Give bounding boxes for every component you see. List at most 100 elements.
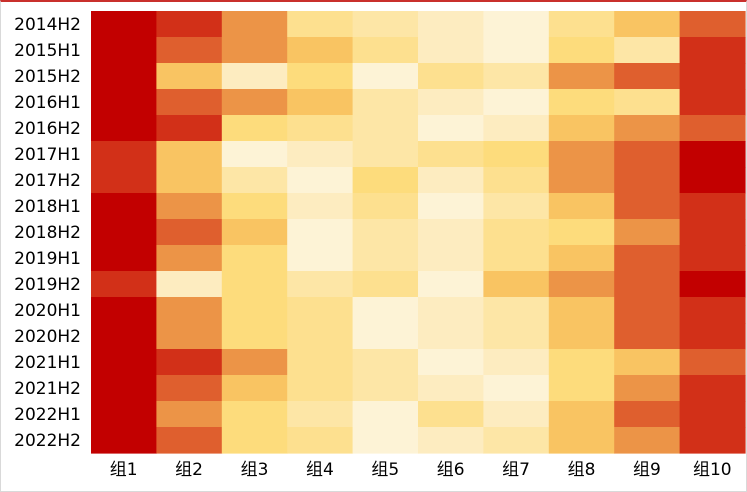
heatmap-cell (679, 63, 746, 90)
heatmap-cell (221, 37, 288, 64)
heatmap-cell (548, 349, 615, 376)
heatmap-cell (91, 167, 157, 194)
x-tick-label: 组4 (306, 460, 334, 480)
heatmap-cells (91, 11, 746, 454)
heatmap-cell (418, 37, 484, 64)
heatmap-cell (287, 219, 354, 246)
heatmap-cell (156, 89, 223, 116)
y-axis-labels: 2014H2 2015H1 2015H2 2016H1 2016H2 2017H1 2017… (14, 15, 81, 451)
heatmap-cell (548, 167, 615, 194)
heatmap-cell (548, 271, 615, 298)
heatmap-cell (679, 271, 746, 298)
heatmap-cell (156, 401, 223, 428)
heatmap-cell (352, 401, 419, 428)
heatmap-cell (156, 375, 223, 402)
heatmap-cell (287, 349, 354, 376)
heatmap-cell (679, 219, 746, 246)
heatmap-cell (614, 245, 681, 272)
heatmap-cell (221, 375, 288, 402)
heatmap-cell (614, 11, 681, 38)
heatmap-cell (221, 245, 288, 272)
heatmap-cell (483, 427, 550, 454)
heatmap-cell (221, 167, 288, 194)
y-tick-label: 2020H1 (14, 301, 81, 321)
heatmap-cell (156, 11, 223, 38)
heatmap-cell (352, 167, 419, 194)
heatmap-cell (156, 141, 223, 168)
heatmap-cell (287, 297, 354, 324)
heatmap-cell (548, 89, 615, 116)
heatmap-cell (483, 349, 550, 376)
heatmap-cell (679, 115, 746, 142)
y-tick-label: 2022H2 (14, 431, 81, 451)
heatmap-cell (352, 349, 419, 376)
heatmap-cell (352, 141, 419, 168)
heatmap-cell (483, 115, 550, 142)
heatmap-cell (614, 323, 681, 350)
x-tick-label: 组7 (502, 460, 530, 480)
heatmap-cell (614, 271, 681, 298)
heatmap-cell (548, 245, 615, 272)
heatmap-cell (418, 11, 484, 38)
heatmap-cell (614, 37, 681, 64)
heatmap-cell (91, 375, 157, 402)
heatmap-cell (91, 401, 157, 428)
heatmap-cell (679, 245, 746, 272)
heatmap-cell (548, 219, 615, 246)
y-tick-label: 2020H2 (14, 327, 81, 347)
heatmap-cell (287, 375, 354, 402)
heatmap-cell (352, 115, 419, 142)
heatmap-cell (287, 401, 354, 428)
heatmap-cell (548, 323, 615, 350)
y-tick-label: 2014H2 (14, 15, 81, 35)
heatmap-cell (418, 89, 484, 116)
heatmap-cell (287, 193, 354, 220)
heatmap-cell (352, 11, 419, 38)
heatmap-cell (679, 297, 746, 324)
heatmap-cell (221, 63, 288, 90)
heatmap-cell (156, 63, 223, 90)
y-tick-label: 2016H1 (14, 93, 81, 113)
heatmap-cell (91, 193, 157, 220)
heatmap-cell (483, 271, 550, 298)
heatmap-cell (679, 89, 746, 116)
heatmap-cell (156, 37, 223, 64)
heatmap-cell (418, 193, 484, 220)
heatmap-cell (287, 427, 354, 454)
heatmap-cell (221, 219, 288, 246)
heatmap-cell (352, 375, 419, 402)
y-tick-label: 2017H1 (14, 145, 81, 165)
heatmap-cell (418, 219, 484, 246)
heatmap-cell (91, 89, 157, 116)
y-tick-label: 2018H2 (14, 223, 81, 243)
heatmap-cell (548, 115, 615, 142)
heatmap-cell (548, 63, 615, 90)
heatmap-cell (614, 89, 681, 116)
heatmap-cell (352, 245, 419, 272)
y-tick-label: 2015H1 (14, 41, 81, 61)
heatmap-cell (418, 167, 484, 194)
heatmap-cell (287, 141, 354, 168)
heatmap-cell (221, 427, 288, 454)
heatmap-cell (679, 193, 746, 220)
heatmap-cell (91, 427, 157, 454)
heatmap-cell (221, 115, 288, 142)
heatmap-cell (91, 115, 157, 142)
heatmap-cell (548, 427, 615, 454)
heatmap-cell (548, 401, 615, 428)
heatmap-cell (352, 193, 419, 220)
heatmap-cell (614, 193, 681, 220)
y-tick-label: 2021H2 (14, 379, 81, 399)
heatmap-cell (287, 167, 354, 194)
heatmap-cell (483, 375, 550, 402)
heatmap-cell (614, 219, 681, 246)
heatmap-cell (483, 11, 550, 38)
heatmap-cell (679, 37, 746, 64)
heatmap-cell (156, 219, 223, 246)
y-tick-label: 2022H1 (14, 405, 81, 425)
heatmap-cell (91, 11, 157, 38)
x-tick-label: 组1 (110, 460, 138, 480)
heatmap-cell (287, 323, 354, 350)
heatmap-cell (679, 349, 746, 376)
